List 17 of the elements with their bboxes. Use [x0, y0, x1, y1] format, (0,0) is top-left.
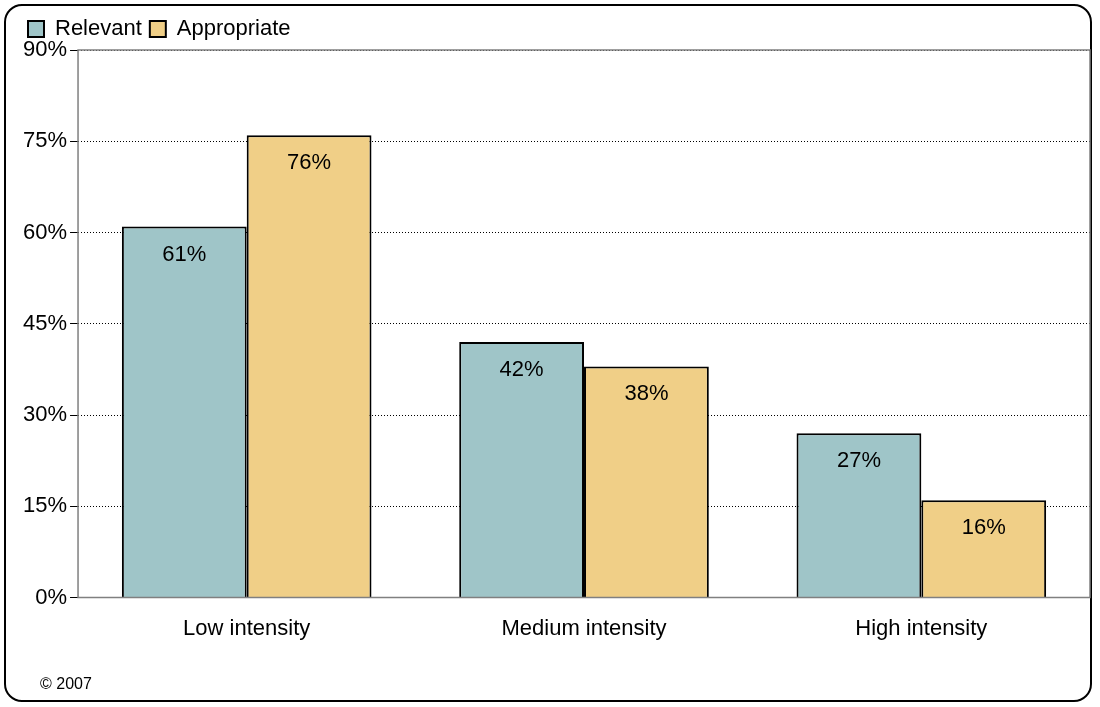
data-label: 76% — [287, 149, 332, 175]
y-tick-label: 60% — [22, 218, 68, 244]
data-label: 38% — [624, 380, 669, 406]
x-tick-label: High intensity — [855, 614, 988, 640]
legend-label: Appropriate — [176, 15, 291, 41]
y-tick-label: 75% — [22, 127, 68, 153]
y-tick-label: 15% — [22, 492, 68, 518]
x-tick-label: Medium intensity — [501, 614, 667, 640]
y-tick-label: 45% — [22, 309, 68, 335]
x-tick-label: Low intensity — [183, 614, 311, 640]
data-label: 16% — [961, 514, 1006, 540]
y-tick-label: 30% — [22, 401, 68, 427]
data-label: 27% — [836, 447, 881, 473]
text: © 2007 — [40, 675, 92, 693]
data-label: 42% — [499, 356, 544, 382]
data-label: 61% — [162, 240, 207, 266]
y-tick-label: 0% — [35, 583, 68, 609]
